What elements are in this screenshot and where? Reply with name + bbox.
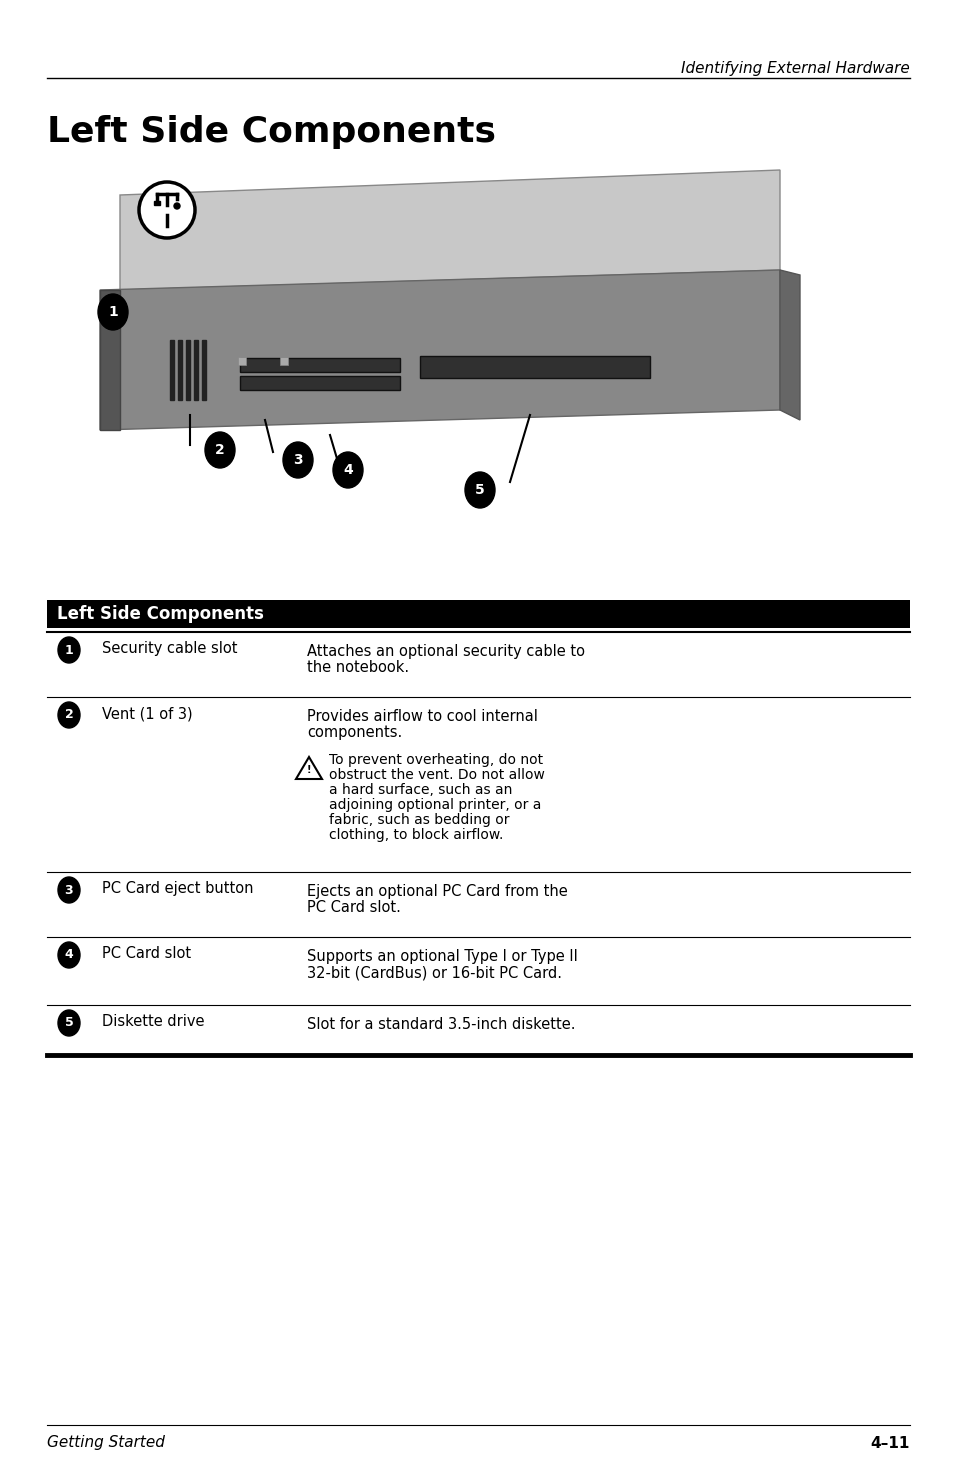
Text: 2: 2 [214,442,225,457]
Text: adjoining optional printer, or a: adjoining optional printer, or a [329,798,540,813]
Ellipse shape [58,1010,80,1035]
Bar [240,358,399,372]
Text: Left Side Components: Left Side Components [57,605,264,622]
Text: Left Side Components: Left Side Components [47,115,496,149]
Text: 2: 2 [65,708,73,721]
Bar [419,355,649,378]
Text: PC Card slot.: PC Card slot. [307,900,400,914]
Text: 32-bit (CardBus) or 16-bit PC Card.: 32-bit (CardBus) or 16-bit PC Card. [307,965,561,979]
Bar [280,357,288,364]
Ellipse shape [58,943,80,968]
Polygon shape [120,170,780,291]
Bar [186,341,190,400]
Text: 5: 5 [475,482,484,497]
Text: 4: 4 [65,948,73,962]
Ellipse shape [58,878,80,903]
Ellipse shape [58,637,80,662]
Text: fabric, such as bedding or: fabric, such as bedding or [329,813,509,827]
Text: 1: 1 [108,305,118,319]
Text: components.: components. [307,726,402,740]
Bar [237,357,246,364]
Text: Getting Started: Getting Started [47,1435,165,1450]
Bar [102,305,108,319]
Bar [153,201,160,205]
Ellipse shape [205,432,234,468]
Text: Identifying External Hardware: Identifying External Hardware [680,60,909,75]
Text: Security cable slot: Security cable slot [102,642,237,656]
Circle shape [139,181,194,237]
Text: !: ! [307,766,311,774]
Text: Supports an optional Type I or Type II: Supports an optional Type I or Type II [307,948,578,965]
Bar [202,341,206,400]
Text: 4: 4 [343,463,353,476]
Bar [170,341,173,400]
Text: Provides airflow to cool internal: Provides airflow to cool internal [307,709,537,724]
Text: Diskette drive: Diskette drive [102,1015,204,1030]
Text: To prevent overheating, do not: To prevent overheating, do not [329,754,542,767]
Text: a hard surface, such as an: a hard surface, such as an [329,783,512,796]
Bar [240,376,399,389]
Text: Ejects an optional PC Card from the: Ejects an optional PC Card from the [307,884,567,898]
Bar [178,341,182,400]
Ellipse shape [333,451,363,488]
Text: 3: 3 [65,884,73,897]
Text: PC Card eject button: PC Card eject button [102,882,253,897]
Ellipse shape [98,294,128,330]
Text: Attaches an optional security cable to: Attaches an optional security cable to [307,645,584,659]
Text: the notebook.: the notebook. [307,659,409,676]
Circle shape [173,204,180,209]
Text: 5: 5 [65,1016,73,1030]
Ellipse shape [58,702,80,729]
Polygon shape [780,270,800,420]
Ellipse shape [283,442,313,478]
Polygon shape [100,270,780,431]
Ellipse shape [464,472,495,507]
Text: PC Card slot: PC Card slot [102,947,191,962]
Text: obstruct the vent. Do not allow: obstruct the vent. Do not allow [329,768,544,782]
Polygon shape [100,291,120,431]
Text: clothing, to block airflow.: clothing, to block airflow. [329,827,503,842]
Text: Slot for a standard 3.5-inch diskette.: Slot for a standard 3.5-inch diskette. [307,1016,575,1032]
Text: 4–11: 4–11 [870,1435,909,1450]
Bar [47,600,909,628]
Text: 1: 1 [65,643,73,656]
Bar [193,341,198,400]
Text: Vent (1 of 3): Vent (1 of 3) [102,707,193,721]
Text: 3: 3 [293,453,302,468]
